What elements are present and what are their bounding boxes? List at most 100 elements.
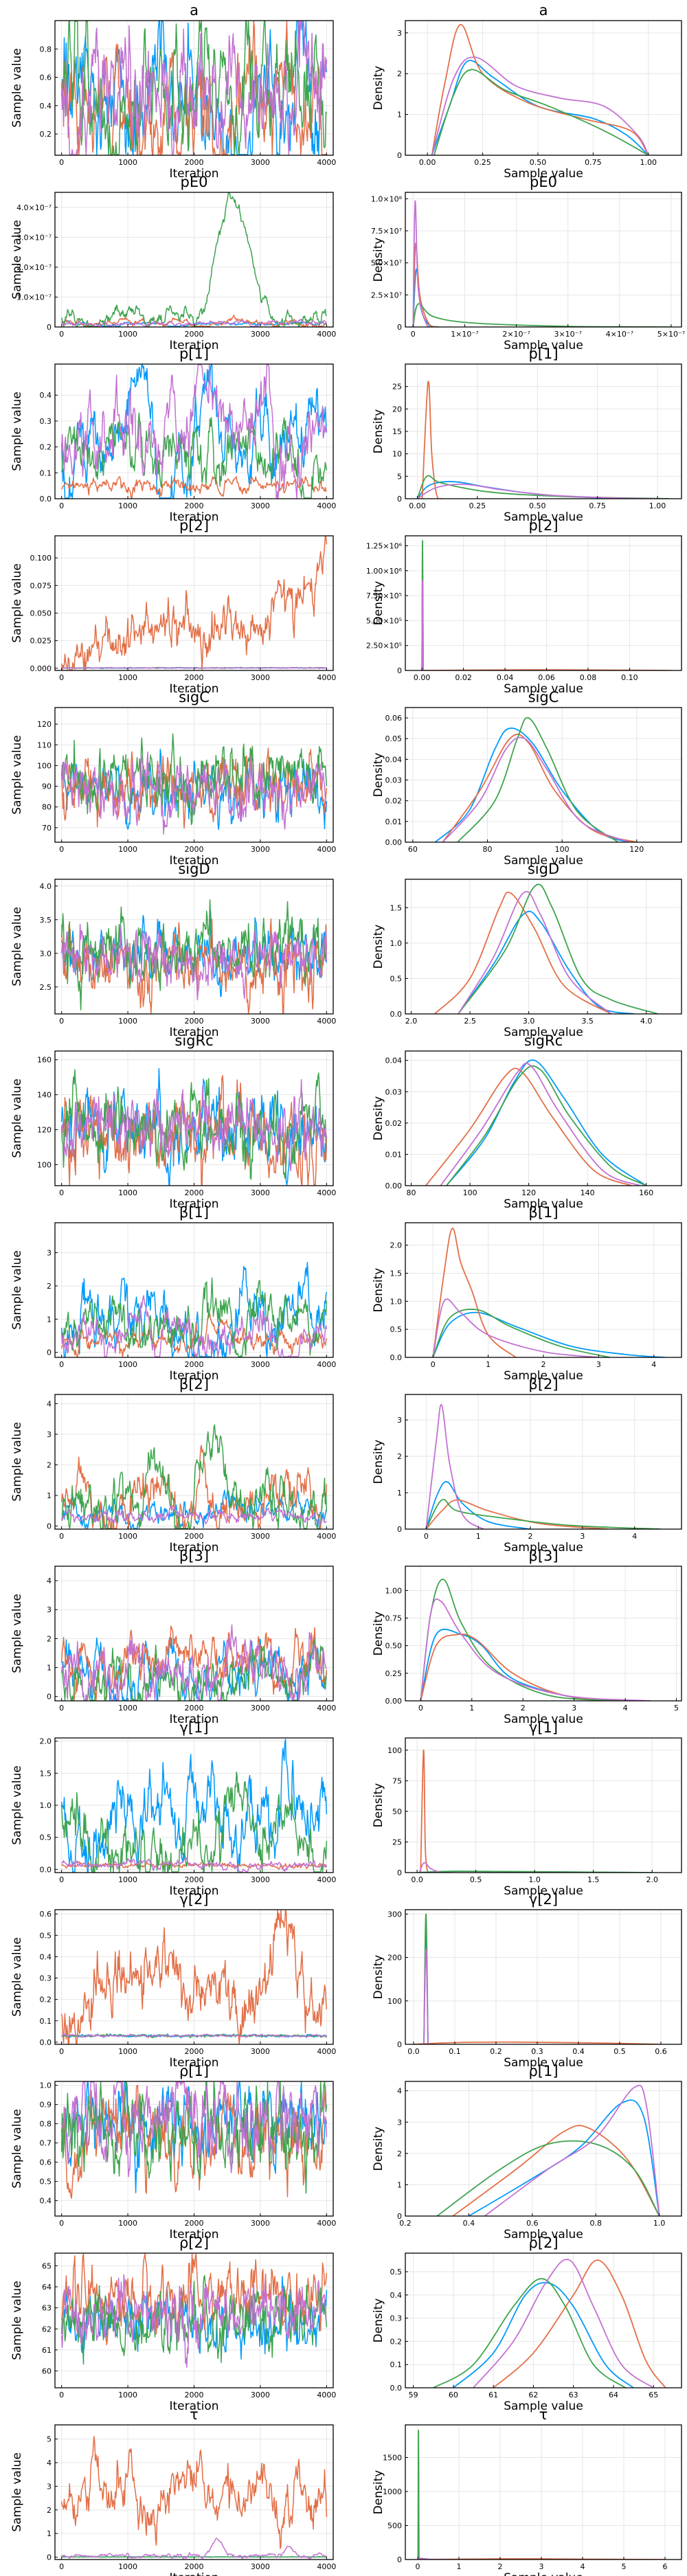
x-tick-label: 3000 xyxy=(251,845,270,854)
panel-trace-4: 0 1000 2000 3000 4000 70 80 90 100 110 120 sigC Iter… xyxy=(10,689,336,868)
y-tick-label: 0.1 xyxy=(40,468,52,477)
x-axis-label: Sample value xyxy=(504,1884,583,1898)
y-tick-label: 1.5 xyxy=(390,1269,403,1278)
plot-area xyxy=(436,2084,660,2216)
x-tick-label: 0 xyxy=(416,2562,420,2571)
trace-line-chain-2 xyxy=(61,1860,328,1870)
x-tick-label: 2000 xyxy=(185,2219,204,2228)
y-tick-label: 7.50×10⁵ xyxy=(366,591,402,600)
x-axis-label: Iteration xyxy=(169,1369,218,1383)
y-tick-label: 80 xyxy=(42,803,52,812)
panel-title: β[1] xyxy=(179,1204,209,1221)
x-tick-label: 4000 xyxy=(317,2047,336,2056)
trace-line-chain-4 xyxy=(61,2538,327,2560)
x-tick-label: 0.02 xyxy=(455,673,472,682)
x-tick-label: 0 xyxy=(59,501,64,510)
y-axis-label: Density xyxy=(372,2470,385,2515)
density-line-chain-2 xyxy=(421,381,442,499)
density-line-chain-1 xyxy=(458,910,635,1014)
y-tick-label: 0.0 xyxy=(390,1010,403,1019)
plot-area xyxy=(60,1624,328,1701)
y-axis-label: Sample value xyxy=(10,1250,24,1330)
y-tick-label: 110 xyxy=(37,741,52,749)
y-axis-label: Density xyxy=(372,66,385,111)
y-tick-label: 0.00 xyxy=(385,838,403,847)
panel-density-7: 0 1 2 3 4 0.0 0.5 1.0 1.5 2.0 β[1] Sample value Dens… xyxy=(372,1204,682,1383)
panel-title: a xyxy=(539,2,548,19)
panel-title: γ[1] xyxy=(529,1719,558,1736)
y-tick-label: 62 xyxy=(42,2325,52,2334)
y-tick-label: 0 xyxy=(397,2555,402,2564)
density-line-chain-3 xyxy=(417,2430,420,2560)
y-tick-label: 2 xyxy=(47,1282,52,1291)
y-axis-label: Sample value xyxy=(10,2281,24,2360)
y-tick-label: 0 xyxy=(397,495,402,504)
x-tick-label: 1 xyxy=(476,1532,481,1541)
x-tick-label: 2000 xyxy=(185,1875,204,1884)
y-tick-label: 1 xyxy=(397,2180,402,2189)
y-tick-label: 0.2 xyxy=(40,130,52,139)
x-axis-label: Iteration xyxy=(169,854,218,868)
density-line-chain-1 xyxy=(446,1059,647,1186)
panel-density-2: 0.00 0.25 0.50 0.75 1.00 0 5 10 15 20 25 p[1] Sample… xyxy=(372,346,682,524)
density-line-chain-4 xyxy=(420,1598,651,1701)
x-tick-label: 0 xyxy=(59,1704,64,1713)
plot-area xyxy=(420,1579,651,1701)
y-axis-label: Density xyxy=(372,409,385,454)
x-tick-label: 1.0 xyxy=(528,1875,541,1884)
y-axis-label: Sample value xyxy=(10,1078,24,1158)
x-tick-label: 4000 xyxy=(317,1188,336,1197)
y-tick-label: 4 xyxy=(397,2087,402,2096)
x-tick-label: 0.75 xyxy=(589,501,606,510)
x-tick-label: 6 xyxy=(663,2562,668,2571)
y-tick-label: 0.04 xyxy=(385,755,403,764)
density-line-chain-4 xyxy=(412,201,434,327)
y-axis-label: Density xyxy=(372,581,385,626)
x-tick-label: 1000 xyxy=(118,845,137,854)
x-tick-label: 0 xyxy=(424,1532,429,1541)
x-axis-label: Iteration xyxy=(169,339,218,352)
y-tick-label: 2 xyxy=(47,2506,52,2515)
x-tick-label: 0.3 xyxy=(531,2047,543,2056)
y-tick-label: 0.075 xyxy=(30,581,52,590)
y-tick-label: 1.00 xyxy=(385,1586,403,1595)
y-axis-label: Density xyxy=(372,1955,385,2000)
x-tick-label: 0.0 xyxy=(411,1875,423,1884)
x-tick-label: 2.0 xyxy=(646,1875,658,1884)
y-tick-label: 20 xyxy=(392,405,402,414)
y-tick-label: 0.4 xyxy=(40,1952,52,1961)
x-tick-label: 100 xyxy=(463,1188,477,1197)
x-tick-label: 60 xyxy=(449,2391,458,2399)
trace-line-chain-4 xyxy=(60,1078,328,1172)
y-tick-label: 61 xyxy=(42,2346,52,2355)
y-tick-label: 2 xyxy=(397,2149,402,2158)
panel-density-3: 0.00 0.02 0.04 0.06 0.08 0.10 0 2.50×10⁵ 5.00×10… xyxy=(366,517,682,696)
x-tick-label: 2×10⁻⁷ xyxy=(502,330,530,339)
y-axis-label: Density xyxy=(372,753,385,798)
x-axis-label: Sample value xyxy=(504,167,583,181)
x-tick-label: 0.4 xyxy=(463,2219,475,2228)
x-axis-label: Iteration xyxy=(169,682,218,696)
y-tick-label: 500 xyxy=(387,2522,402,2531)
x-tick-label: 2000 xyxy=(185,330,204,339)
density-line-chain-3 xyxy=(433,2278,626,2388)
x-tick-label: 3.5 xyxy=(581,1017,594,1026)
x-tick-label: 63 xyxy=(569,2391,578,2399)
panel-title: pE0 xyxy=(181,174,208,190)
axes-frame xyxy=(405,1566,682,1702)
x-tick-label: 1.00 xyxy=(640,158,657,167)
y-tick-label: 0.75 xyxy=(385,1614,403,1623)
panel-title: sigRc xyxy=(524,1032,563,1049)
x-tick-label: 3 xyxy=(596,1360,601,1369)
x-axis-label: Sample value xyxy=(504,1197,583,1211)
x-axis-label: Sample value xyxy=(504,1026,583,1039)
x-tick-label: 0.75 xyxy=(585,158,602,167)
y-tick-label: 0 xyxy=(397,2040,402,2049)
trace-line-chain-3 xyxy=(60,1069,327,1180)
trace-line-chain-2 xyxy=(61,476,327,499)
panel-trace-3: 0 1000 2000 3000 4000 0.000 0.025 0.050 0.075 0.1… xyxy=(10,517,336,696)
y-tick-label: 140 xyxy=(37,1091,52,1100)
y-tick-label: 0.5 xyxy=(390,974,403,983)
y-tick-label: 3 xyxy=(397,2118,402,2127)
y-tick-label: 1.0×10⁻⁷ xyxy=(16,293,52,302)
